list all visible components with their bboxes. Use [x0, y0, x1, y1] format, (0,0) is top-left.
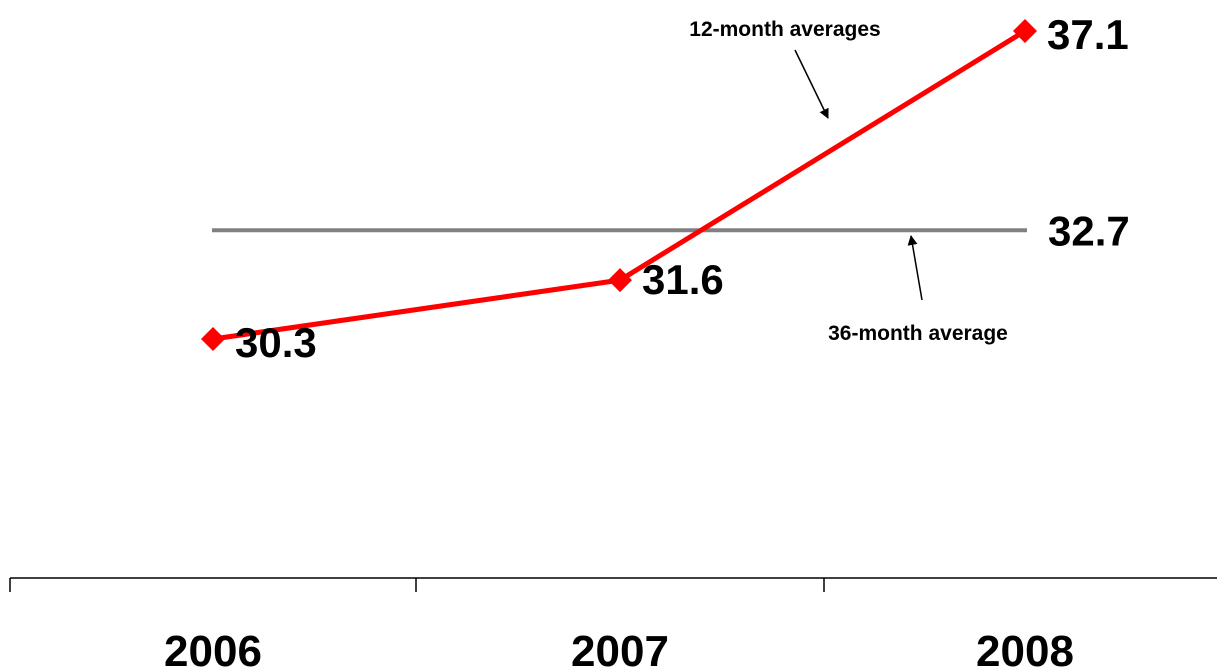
data-point-marker [1013, 19, 1037, 43]
reference-line-group: 32.7 [212, 207, 1130, 254]
x-tick-label: 2006 [164, 627, 262, 672]
data-point-marker [608, 268, 632, 293]
x-tick-label: 2008 [976, 627, 1074, 672]
annotation-arrow [907, 235, 923, 301]
annotation-36-month: 36-month average [828, 235, 1008, 345]
data-label: 37.1 [1047, 11, 1129, 58]
series-line [212, 28, 1027, 342]
data-label: 30.3 [235, 319, 317, 366]
annotation-arrow [794, 49, 829, 119]
annotation-12-month: 12-month averages [689, 18, 881, 119]
series-12-month: 30.3 31.6 37.1 [201, 11, 1129, 366]
x-axis: 2006 2007 2008 [9, 577, 1217, 672]
annotation-label: 36-month average [828, 322, 1008, 345]
data-point-marker [201, 327, 225, 351]
data-label: 31.6 [642, 256, 724, 303]
reference-line-label: 32.7 [1048, 207, 1130, 254]
annotation-label: 12-month averages [689, 18, 880, 41]
x-tick-label: 2007 [571, 627, 669, 672]
